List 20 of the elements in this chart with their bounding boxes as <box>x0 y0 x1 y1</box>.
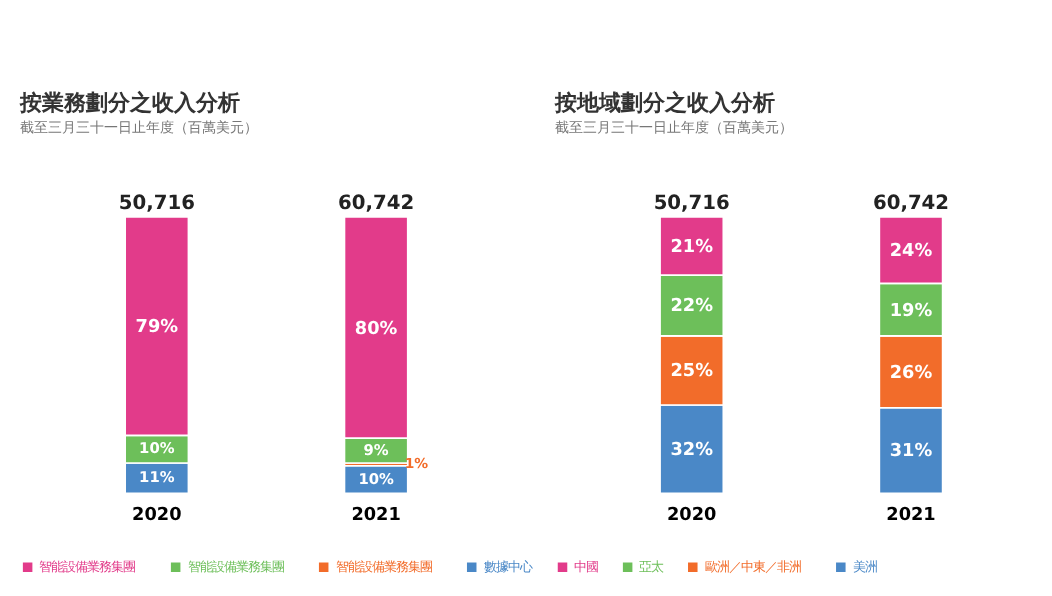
data-label: 21% <box>670 238 714 258</box>
data-label: 80% <box>354 319 398 340</box>
x-tick-label: 2021 <box>351 506 401 527</box>
data-label: 24% <box>889 242 933 263</box>
data-label: 22% <box>670 297 714 318</box>
x-tick-label: 2020 <box>666 506 717 527</box>
annotation: 50,716 <box>653 193 731 216</box>
data-label: 31% <box>889 442 933 463</box>
data-label: 79% <box>135 318 179 339</box>
annotation: 60,742 <box>338 193 415 216</box>
data-label: 25% <box>670 362 714 383</box>
data-label: 32% <box>670 441 714 462</box>
x-tick-label: 2020 <box>132 506 182 527</box>
annotation: 50,716 <box>118 193 196 216</box>
x-tick-label: 2021 <box>886 506 936 527</box>
data-label: 26% <box>889 363 933 384</box>
chart-title: 按地域劃分之收入分析 <box>552 90 775 117</box>
data-label: 19% <box>889 301 933 322</box>
chart-title: 按業務劃分之收入分析 <box>17 90 240 117</box>
annotation: 60,742 <box>872 193 950 216</box>
